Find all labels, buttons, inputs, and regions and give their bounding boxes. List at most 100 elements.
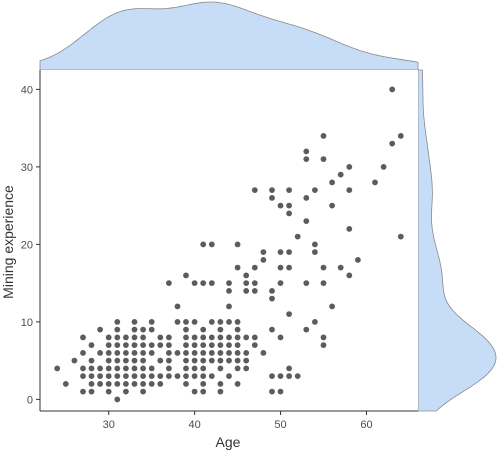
data-point: [269, 187, 275, 194]
data-point: [277, 373, 284, 379]
data-point: [389, 86, 396, 93]
data-point: [226, 288, 232, 294]
data-point: [217, 381, 224, 387]
data-point: [226, 350, 232, 356]
top-density-curve: [39, 1, 419, 71]
data-point: [105, 342, 112, 348]
data-point: [208, 350, 215, 356]
data-point: [148, 350, 155, 356]
data-point: [183, 357, 189, 364]
data-point: [80, 350, 86, 356]
data-point: [174, 350, 181, 356]
data-point: [208, 334, 215, 341]
data-point: [105, 357, 112, 364]
data-point: [166, 342, 172, 348]
data-point: [105, 334, 112, 341]
data-point: [234, 334, 241, 341]
data-point: [114, 342, 121, 348]
data-point: [312, 187, 318, 194]
x-axis-title: Age: [216, 434, 241, 450]
data-point: [140, 326, 147, 333]
data-point: [234, 326, 241, 333]
data-point: [97, 350, 103, 356]
data-point: [140, 357, 147, 364]
data-point: [140, 381, 147, 387]
data-point: [243, 334, 250, 341]
data-point: [217, 365, 224, 372]
data-point: [226, 373, 232, 379]
data-point: [251, 264, 258, 271]
data-point: [217, 350, 224, 356]
data-point: [234, 264, 241, 271]
data-point: [157, 334, 164, 341]
data-point: [286, 249, 292, 256]
data-point: [200, 280, 207, 286]
data-point: [166, 373, 172, 379]
data-point: [329, 179, 335, 186]
data-point: [123, 342, 129, 348]
x-tick-label: 60: [360, 419, 372, 431]
data-point: [243, 357, 250, 364]
data-point: [200, 334, 207, 341]
data-point: [243, 365, 250, 372]
data-point: [148, 373, 155, 379]
data-point: [80, 373, 86, 379]
data-point: [346, 187, 353, 194]
data-point: [157, 342, 164, 348]
x-tick-label: 50: [274, 419, 286, 431]
data-point: [88, 373, 95, 379]
data-point: [269, 373, 275, 379]
data-point: [286, 210, 292, 217]
data-point: [208, 241, 215, 248]
data-point: [71, 357, 78, 364]
data-point: [286, 202, 292, 209]
data-point: [123, 381, 129, 387]
x-tick-label: 30: [103, 419, 115, 431]
data-point: [183, 381, 189, 387]
data-point: [217, 342, 224, 348]
data-point: [346, 272, 353, 279]
data-point: [97, 381, 103, 387]
data-point: [286, 373, 292, 379]
data-point: [269, 288, 275, 294]
x-tick-label: 40: [189, 419, 201, 431]
data-point: [131, 373, 138, 379]
data-point: [397, 133, 404, 139]
data-point: [88, 381, 95, 387]
data-point: [329, 303, 335, 310]
data-point: [148, 381, 155, 387]
data-point: [337, 171, 344, 178]
data-point: [243, 272, 250, 279]
data-point: [226, 280, 232, 286]
data-point: [140, 342, 147, 348]
data-point: [294, 233, 301, 240]
data-point: [286, 365, 292, 372]
y-axis-title: Mining experience: [0, 185, 16, 299]
data-point: [303, 280, 310, 286]
data-point: [294, 373, 301, 379]
data-point: [277, 249, 284, 256]
data-point: [62, 381, 69, 387]
data-point: [123, 365, 129, 372]
data-point: [140, 334, 147, 341]
axes: 30 40 50 60 0 10 20 30 40: [21, 70, 418, 431]
data-point: [166, 365, 172, 372]
data-point: [80, 334, 86, 341]
data-point: [200, 326, 207, 333]
y-tick-label: 40: [21, 84, 33, 96]
data-points: [54, 86, 404, 403]
data-point: [105, 373, 112, 379]
data-point: [200, 373, 207, 379]
data-point: [372, 179, 378, 186]
data-point: [123, 373, 129, 379]
data-point: [251, 288, 258, 294]
data-point: [251, 280, 258, 286]
data-point: [88, 342, 95, 348]
data-point: [251, 334, 258, 341]
data-point: [320, 334, 327, 341]
data-point: [131, 350, 138, 356]
data-point: [251, 187, 258, 194]
data-point: [114, 373, 121, 379]
data-point: [260, 350, 267, 356]
